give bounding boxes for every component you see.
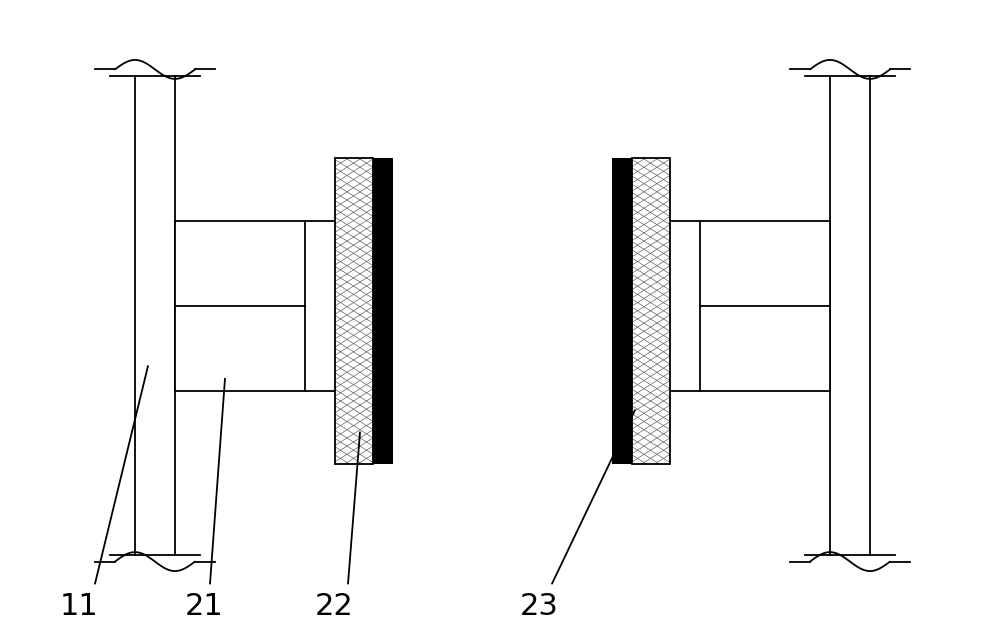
Bar xyxy=(373,158,393,464)
Text: 22: 22 xyxy=(315,593,354,622)
Text: 21: 21 xyxy=(185,593,224,622)
Bar xyxy=(175,221,305,391)
Bar xyxy=(632,158,670,464)
Text: 23: 23 xyxy=(520,593,559,622)
Bar xyxy=(335,158,373,464)
Bar xyxy=(632,158,670,464)
Text: 11: 11 xyxy=(60,593,99,622)
Bar xyxy=(700,221,830,391)
Bar xyxy=(612,158,632,464)
Bar xyxy=(335,158,373,464)
